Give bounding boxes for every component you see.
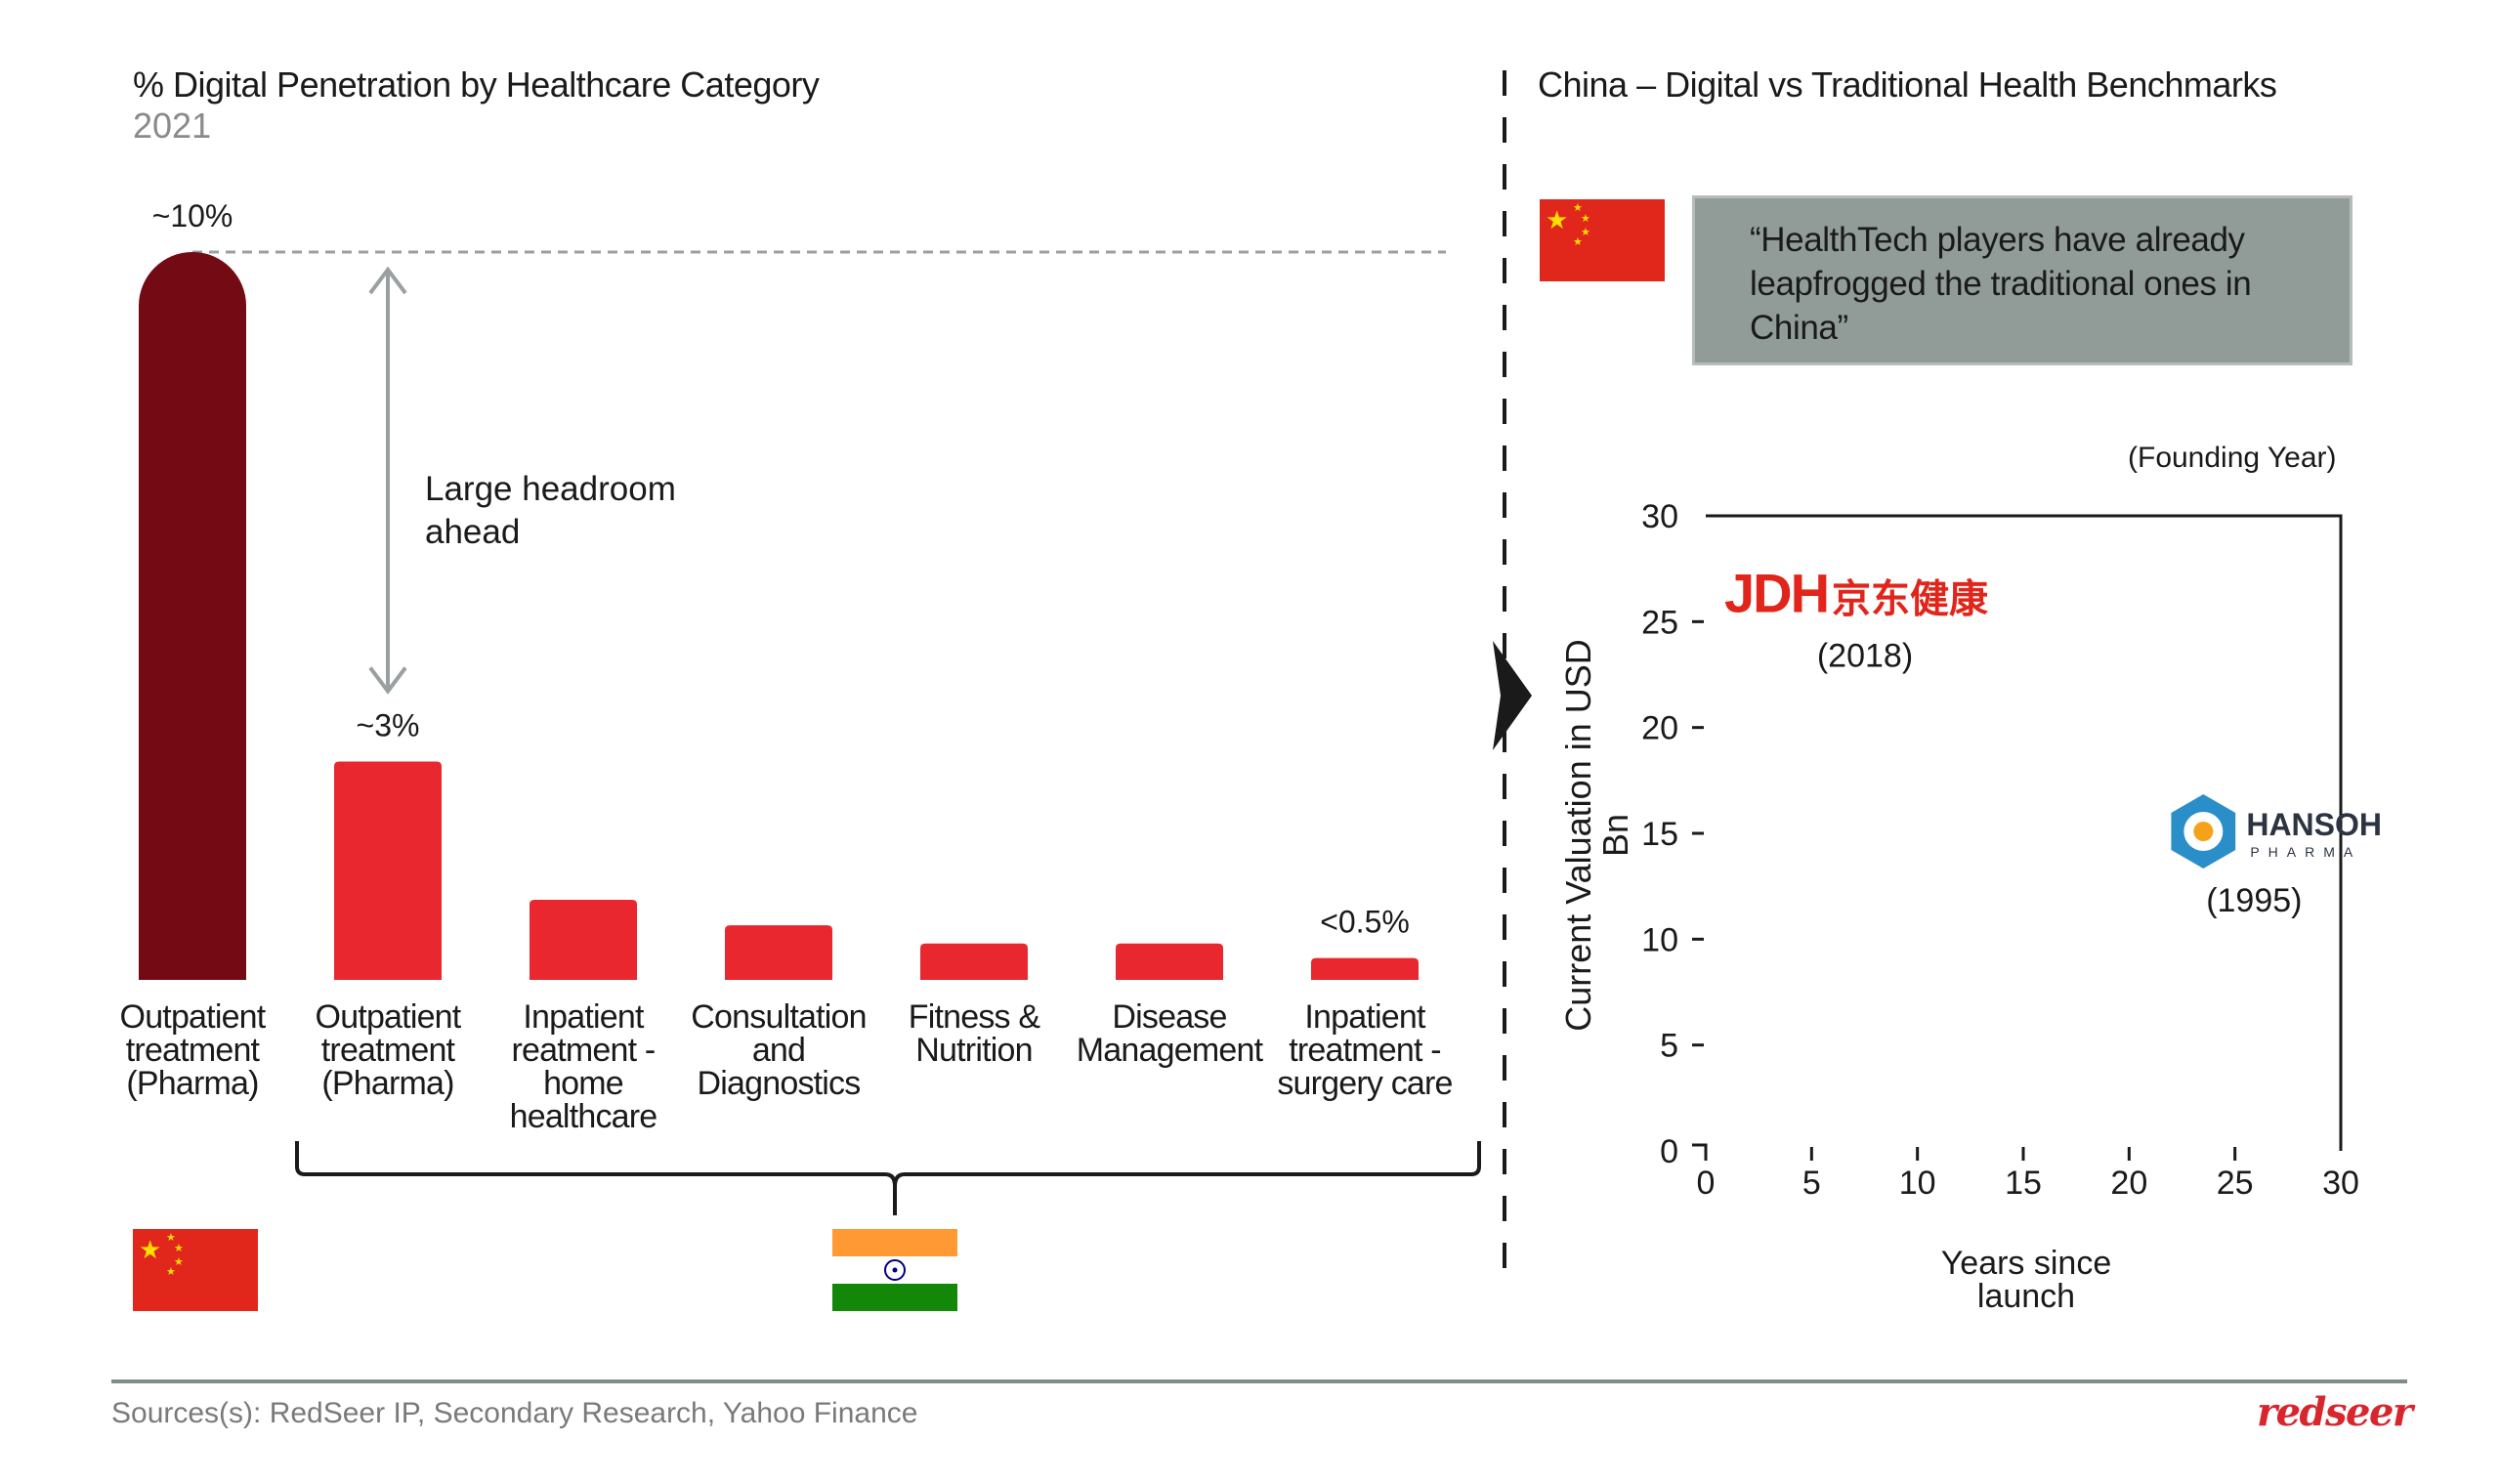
category-label: treatment bbox=[321, 1032, 456, 1069]
valuation-scatter-chart: 0 5 10 15 20 25 30 0 5 10 15 20 25 30 Current Valuati… bbox=[1558, 498, 2382, 1315]
left-chart-title: % Digital Penetration by Healthcare Cate… bbox=[133, 64, 820, 105]
bar-china-outpatient bbox=[139, 252, 246, 980]
category-label: Fitness & bbox=[909, 998, 1041, 1036]
category-label: treatment bbox=[126, 1032, 261, 1069]
svg-text:★: ★ bbox=[166, 1266, 176, 1278]
x-tick-label: 30 bbox=[2322, 1165, 2359, 1202]
headroom-label-line-1: Large headroom bbox=[425, 470, 676, 508]
plot-frame bbox=[1706, 514, 2343, 1151]
svg-text:★: ★ bbox=[1573, 236, 1583, 248]
svg-text:★: ★ bbox=[166, 1232, 176, 1244]
x-tick-label: 25 bbox=[2217, 1165, 2254, 1202]
category-label: treatment - bbox=[1289, 1032, 1441, 1069]
founding-year-note: (Founding Year) bbox=[2128, 442, 2337, 474]
bar-data-label: ~10% bbox=[152, 198, 233, 233]
bar-india-4 bbox=[920, 943, 1028, 980]
china-flag-left-icon: ★ ★ ★ ★ ★ bbox=[133, 1229, 258, 1311]
x-axis-label-line-2: launch bbox=[1977, 1278, 2075, 1315]
category-label: Outpatient bbox=[316, 998, 462, 1036]
x-tick-label: 5 bbox=[1802, 1165, 1821, 1202]
category-label: surgery care bbox=[1277, 1065, 1452, 1102]
category-label: Consultation bbox=[691, 998, 866, 1036]
category-label: Inpatient bbox=[1304, 998, 1426, 1036]
bar-india-6 bbox=[1311, 957, 1419, 980]
y-tick-label: 25 bbox=[1641, 604, 1678, 641]
y-axis-label: Current Valuation in USDBn bbox=[1558, 639, 1635, 1032]
category-label: healthcare bbox=[510, 1098, 657, 1135]
bar-india-5 bbox=[1116, 943, 1223, 980]
category-label: and bbox=[752, 1032, 805, 1069]
x-axis-label-line-1: Years since bbox=[1941, 1245, 2112, 1282]
category-label: home bbox=[543, 1065, 623, 1102]
quote-box: “HealthTech players have already leapfro… bbox=[1692, 195, 2353, 365]
hansoh-logo-text: HANSOH bbox=[2246, 807, 2382, 842]
left-chart-subtitle: 2021 bbox=[133, 106, 212, 146]
svg-text:★: ★ bbox=[1546, 205, 1568, 234]
svg-text:★: ★ bbox=[1581, 213, 1590, 225]
x-tick-label: 20 bbox=[2110, 1165, 2147, 1202]
y-tick-label: 0 bbox=[1660, 1133, 1678, 1170]
india-flag-icon bbox=[832, 1229, 957, 1311]
headroom-label-line-2: ahead bbox=[425, 513, 520, 551]
right-chart-title: China – Digital vs Traditional Health Be… bbox=[1538, 64, 2277, 105]
jdh-logo: JDH 京东健康 bbox=[1724, 563, 1988, 624]
category-label: Inpatient bbox=[523, 998, 645, 1036]
bar-data-label: ~3% bbox=[357, 708, 420, 743]
x-tick-label: 0 bbox=[1697, 1165, 1716, 1202]
hansoh-logo: HANSOH PHARMA bbox=[2171, 794, 2382, 869]
category-label: Diagnostics bbox=[698, 1065, 861, 1102]
y-tick-label: 5 bbox=[1660, 1028, 1678, 1065]
category-label: (Pharma) bbox=[321, 1065, 453, 1102]
bar-data-label: <0.5% bbox=[1320, 905, 1410, 940]
svg-text:★: ★ bbox=[139, 1235, 161, 1264]
y-tick-label: 20 bbox=[1641, 710, 1678, 747]
bar-india-3 bbox=[725, 925, 832, 980]
jdh-logo-text: JDH bbox=[1724, 563, 1828, 624]
svg-text:★: ★ bbox=[1573, 202, 1583, 214]
india-group-bracket bbox=[295, 1141, 1481, 1215]
svg-text:★: ★ bbox=[174, 1243, 184, 1254]
category-label: Outpatient bbox=[120, 998, 267, 1036]
category-label: Management bbox=[1077, 1032, 1264, 1069]
origin-tick bbox=[1692, 1143, 1708, 1161]
jdh-founding-year: (2018) bbox=[1817, 638, 1913, 675]
y-tick-label: 30 bbox=[1641, 498, 1678, 535]
x-tick-label: 10 bbox=[1899, 1165, 1936, 1202]
y-tick-label: 10 bbox=[1641, 921, 1678, 958]
hansoh-founding-year: (1995) bbox=[2206, 882, 2302, 919]
x-tick-label: 15 bbox=[2005, 1165, 2042, 1202]
china-flag-right-icon: ★ ★ ★ ★ ★ bbox=[1540, 199, 1665, 281]
footer-divider bbox=[111, 1379, 2407, 1383]
svg-text:★: ★ bbox=[174, 1256, 184, 1268]
category-label: Disease bbox=[1112, 998, 1226, 1036]
category-label: Nutrition bbox=[915, 1032, 1032, 1069]
headroom-arrow bbox=[368, 266, 407, 695]
bar-india-1 bbox=[334, 761, 442, 980]
chevron-right-icon bbox=[1493, 641, 1532, 750]
y-tick-label: 15 bbox=[1641, 816, 1678, 853]
category-label: (Pharma) bbox=[126, 1065, 258, 1102]
penetration-bar-chart: Large headroom ahead ~10% ~3% <0.5% Outpat… bbox=[120, 198, 1481, 1215]
redseer-logo: redseer bbox=[2257, 1389, 2413, 1435]
svg-text:★: ★ bbox=[1581, 227, 1590, 238]
jdh-logo-cn-text: 京东健康 bbox=[1832, 578, 1988, 621]
hansoh-logo-subtext: PHARMA bbox=[2250, 844, 2361, 860]
category-label: reatment - bbox=[512, 1032, 656, 1069]
sources-text: Sources(s): RedSeer IP, Secondary Resear… bbox=[111, 1397, 918, 1429]
bar-india-2 bbox=[530, 900, 637, 980]
